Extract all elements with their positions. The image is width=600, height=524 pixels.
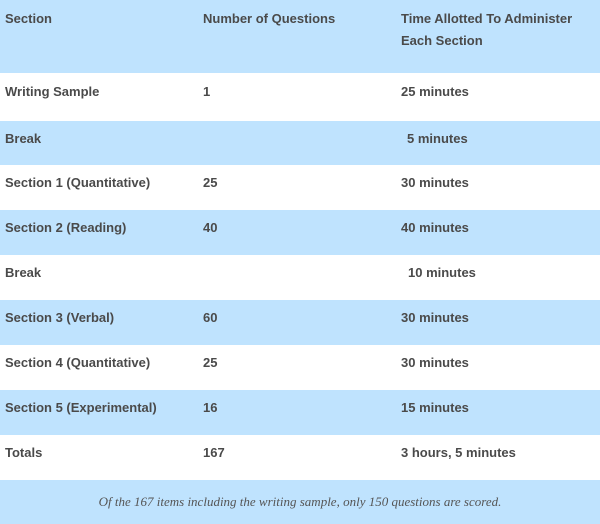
row-section: Section 1 (Quantitative) bbox=[5, 175, 151, 190]
header-section: Section bbox=[5, 11, 52, 26]
row-time: 3 hours, 5 minutes bbox=[401, 445, 516, 460]
table-row: Section 4 (Quantitative) 25 30 minutes bbox=[0, 345, 600, 390]
totals-row: Totals 167 3 hours, 5 minutes bbox=[0, 435, 600, 480]
table-row: Section 3 (Verbal) 60 30 minutes bbox=[0, 300, 600, 345]
row-questions: 40 bbox=[203, 220, 218, 235]
row-questions: 16 bbox=[203, 400, 218, 415]
header-questions: Number of Questions bbox=[203, 11, 336, 26]
table-row: Section 5 (Experimental) 16 15 minutes bbox=[0, 390, 600, 435]
table-row: Section 1 (Quantitative) 25 30 minutes bbox=[0, 165, 600, 210]
row-section: Section 5 (Experimental) bbox=[5, 400, 157, 415]
row-section: Totals bbox=[5, 445, 43, 460]
header-time: Time Allotted To Administer Each Section bbox=[401, 11, 573, 48]
row-section: Break bbox=[5, 131, 42, 146]
row-time: 30 minutes bbox=[401, 175, 469, 190]
row-time: 25 minutes bbox=[401, 84, 469, 99]
row-section: Break bbox=[5, 265, 42, 280]
row-time: 30 minutes bbox=[401, 355, 469, 370]
row-section: Section 4 (Quantitative) bbox=[5, 355, 151, 370]
row-section: Section 3 (Verbal) bbox=[5, 310, 115, 325]
row-section: Section 2 (Reading) bbox=[5, 220, 127, 235]
row-time: 30 minutes bbox=[401, 310, 469, 325]
row-questions: 25 bbox=[203, 175, 218, 190]
footnote: Of the 167 items including the writing s… bbox=[98, 494, 502, 509]
row-time: 5 minutes bbox=[407, 131, 468, 146]
row-time: 15 minutes bbox=[401, 400, 469, 415]
table-row: Section 2 (Reading) 40 40 minutes bbox=[0, 210, 600, 255]
row-questions: 167 bbox=[203, 445, 225, 460]
row-time: 10 minutes bbox=[408, 265, 476, 280]
row-questions: 60 bbox=[203, 310, 218, 325]
row-time: 40 minutes bbox=[401, 220, 469, 235]
table-row: Writing Sample 1 25 minutes bbox=[0, 73, 600, 121]
table-header-row: Section Number of Questions Time Allotte… bbox=[0, 0, 600, 73]
row-section: Writing Sample bbox=[5, 84, 100, 99]
table-row: Break 5 minutes bbox=[0, 121, 600, 165]
row-questions: 25 bbox=[203, 355, 218, 370]
table-row: Break 10 minutes bbox=[0, 255, 600, 300]
table-footer-row: Of the 167 items including the writing s… bbox=[0, 480, 600, 524]
row-questions: 1 bbox=[203, 84, 211, 99]
